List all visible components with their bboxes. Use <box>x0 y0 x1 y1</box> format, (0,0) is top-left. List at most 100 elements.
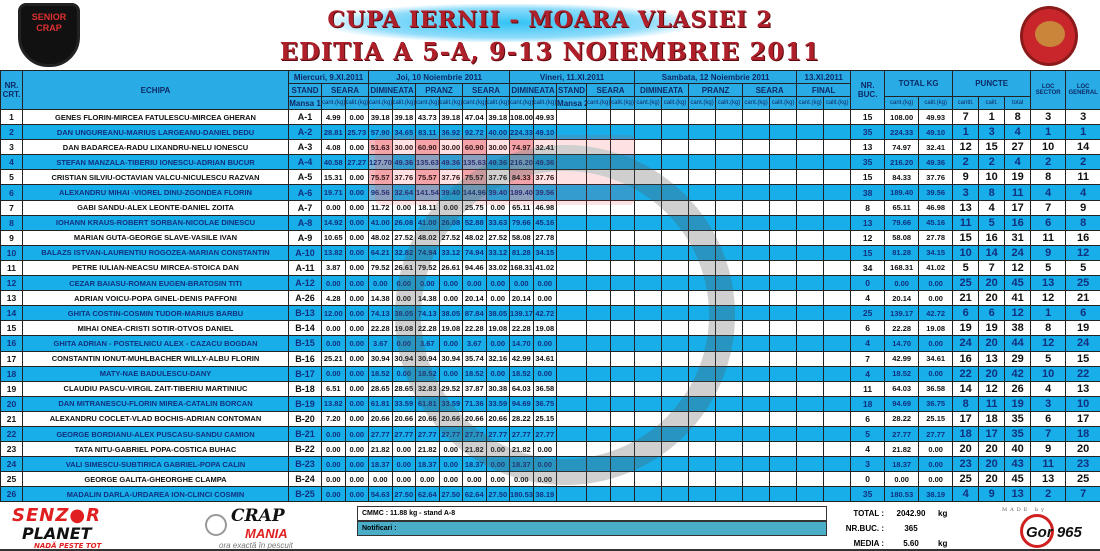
total-calit: 36.75 <box>918 395 954 412</box>
puncte-calit: 1 <box>978 108 1006 126</box>
empty-cell <box>634 305 663 322</box>
cant-value: 0.00 <box>462 471 487 488</box>
loc-sector: 5 <box>1030 259 1067 277</box>
empty-cell <box>556 380 588 397</box>
cant-value: 10.65 <box>321 229 346 246</box>
cant-value: 0.00 <box>509 471 534 488</box>
puncte-total: 8 <box>1004 108 1032 126</box>
empty-cell <box>556 410 588 427</box>
loc-sector: 12 <box>1030 290 1067 307</box>
loc-general: 25 <box>1065 471 1100 488</box>
cant-value: 35.74 <box>462 350 487 367</box>
nr-buc: 7 <box>850 350 886 367</box>
empty-cell <box>610 108 636 126</box>
calit-value: 0.00 <box>485 471 511 488</box>
col-cant: cant.(kg) <box>415 96 440 110</box>
cant-value: 19.71 <box>321 184 346 201</box>
empty-cell <box>586 425 612 443</box>
empty-cell <box>556 259 588 277</box>
total-calit: 34.61 <box>918 350 954 367</box>
team-name: MARIAN GUTA-GEORGE SLAVE-VASILE IVAN <box>22 229 289 246</box>
empty-cell <box>688 365 717 382</box>
col-stand1: STAND <box>288 83 322 97</box>
empty-cell <box>796 229 825 246</box>
loc-sector: 10 <box>1030 365 1067 382</box>
stand: A-2 <box>288 124 322 141</box>
puncte-cant: 2 <box>952 154 980 171</box>
calit-value: 0.00 <box>344 486 370 503</box>
empty-cell <box>586 395 612 412</box>
empty-cell <box>823 425 852 443</box>
cant-value: 0.00 <box>321 486 346 503</box>
cant-value: 0.00 <box>462 275 487 292</box>
empty-cell <box>634 350 663 367</box>
col-final: FINAL <box>796 83 852 97</box>
col-puncte-cant: cantit. <box>952 96 980 110</box>
made-by-label: MADE by <box>1002 507 1048 513</box>
cant-value: 141.54 <box>415 184 440 201</box>
empty-cell <box>715 456 744 473</box>
puncte-cant: 12 <box>952 139 980 156</box>
empty-cell <box>634 320 663 337</box>
empty-cell <box>634 244 663 261</box>
puncte-total: 40 <box>1004 441 1032 458</box>
nr-buc: 15 <box>850 244 886 261</box>
calit-value: 27.77 <box>438 425 464 443</box>
loc-general: 3 <box>1065 108 1100 126</box>
empty-cell <box>769 365 798 382</box>
cant-value: 25.75 <box>462 199 487 216</box>
stand: A-10 <box>288 244 322 261</box>
empty-cell <box>742 124 771 141</box>
empty-cell <box>556 290 588 307</box>
puncte-calit: 20 <box>978 456 1006 473</box>
puncte-total: 19 <box>1004 169 1032 186</box>
empty-cell <box>769 169 798 186</box>
calit-value: 37.76 <box>438 169 464 186</box>
calit-value: 0.00 <box>391 471 417 488</box>
calit-value: 46.98 <box>532 199 558 216</box>
empty-cell <box>769 184 798 201</box>
cant-value: 25.21 <box>321 350 346 367</box>
calit-value: 0.00 <box>485 441 511 458</box>
empty-cell <box>769 305 798 322</box>
media-value: 5.60 <box>903 539 919 548</box>
empty-cell <box>634 214 663 231</box>
calit-value: 0.00 <box>438 199 464 216</box>
calit-value: 0.00 <box>532 290 558 307</box>
cant-value: 92.72 <box>462 124 487 141</box>
empty-cell <box>796 124 825 141</box>
stand: A-5 <box>288 169 322 186</box>
empty-cell <box>715 320 744 337</box>
empty-cell <box>823 229 852 246</box>
empty-cell <box>556 350 588 367</box>
stand: A-8 <box>288 214 322 231</box>
col-calit: calit.(kg) <box>344 96 370 110</box>
empty-cell <box>715 139 744 156</box>
loc-general: 10 <box>1065 395 1100 412</box>
target-icon: ● <box>69 505 87 526</box>
col-cant: cant.(kg) <box>462 96 487 110</box>
total-cant: 79.66 <box>884 214 920 231</box>
loc-general: 25 <box>1065 275 1100 292</box>
loc-general: 6 <box>1065 305 1100 322</box>
author-name: Gor 965 <box>1026 524 1082 541</box>
calit-value: 34.15 <box>532 244 558 261</box>
calit-value: 0.00 <box>438 365 464 382</box>
cant-value: 28.81 <box>321 124 346 141</box>
empty-cell <box>661 425 690 443</box>
senzor-word: SENZ <box>12 505 70 526</box>
nr-buc: 4 <box>850 365 886 382</box>
cant-value: 13.82 <box>321 395 346 412</box>
team-name: PETRE IULIAN-NEACSU MIRCEA-STOICA DAN <box>22 259 289 277</box>
puncte-calit: 13 <box>978 350 1006 367</box>
loc-general: 18 <box>1065 425 1100 443</box>
empty-cell <box>742 108 771 126</box>
empty-cell <box>661 441 690 458</box>
calit-value: 0.00 <box>485 275 511 292</box>
team-name: DAN BADARCEA-RADU LIXANDRU-NELU IONESCU <box>22 139 289 156</box>
puncte-calit: 14 <box>978 244 1006 261</box>
calit-value: 0.00 <box>344 108 370 126</box>
puncte-cant: 3 <box>952 184 980 201</box>
empty-cell <box>634 229 663 246</box>
stand: B-16 <box>288 350 322 367</box>
